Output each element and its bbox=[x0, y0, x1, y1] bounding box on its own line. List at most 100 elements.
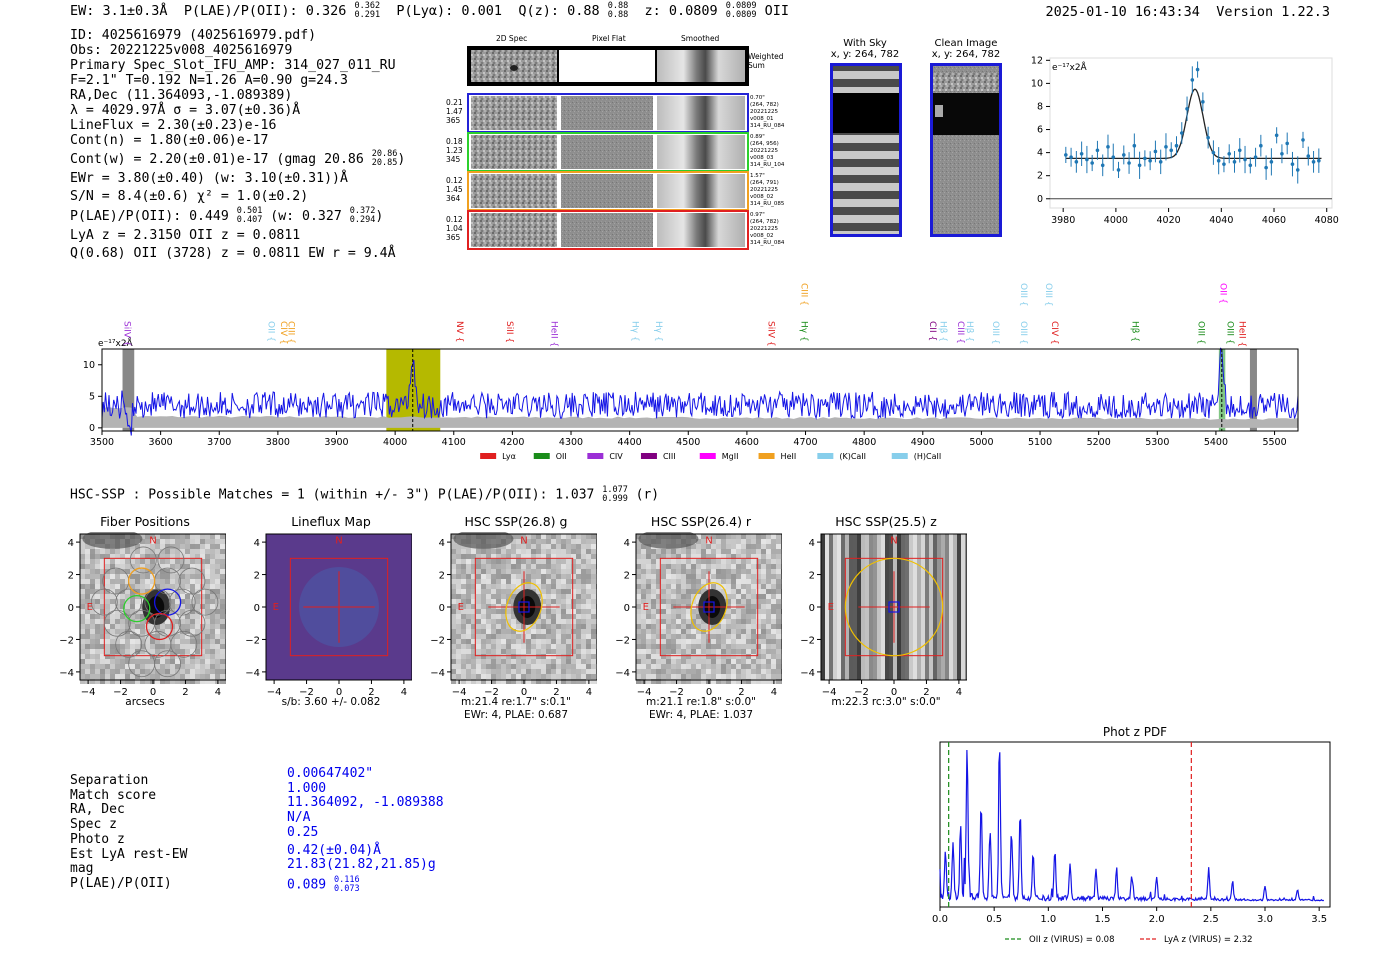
match-label: Photo z bbox=[70, 831, 125, 847]
zoom-point bbox=[1216, 158, 1221, 163]
spectrum-x-tick: 4900 bbox=[911, 437, 935, 448]
info-cont-w: Cont(w) = 2.20(±0.01)e-17 (gmag 20.86 20… bbox=[70, 149, 406, 168]
zoom-point bbox=[1190, 78, 1195, 82]
fiber-smoothed bbox=[657, 96, 745, 130]
match-value: 11.364092, -1.089388 bbox=[287, 795, 444, 811]
zoom-point bbox=[1211, 150, 1216, 155]
aperture-box bbox=[289, 557, 389, 657]
cutout-x-tick: −2 bbox=[484, 687, 499, 698]
zoom-x-tick: 4060 bbox=[1262, 215, 1286, 226]
cutout-y-tick: 4 bbox=[68, 538, 74, 549]
zoom-point bbox=[1311, 160, 1316, 164]
zoom-point bbox=[1201, 100, 1205, 104]
legend-label: (K)CaII bbox=[839, 452, 866, 461]
fiber-row-left-label: 0.12 1.04 365 bbox=[446, 215, 463, 242]
with-sky-image bbox=[830, 63, 902, 237]
cutout-x-tick: 2 bbox=[368, 687, 374, 698]
aperture-box bbox=[659, 557, 759, 657]
emission-line-label: OIII { bbox=[1018, 321, 1028, 345]
fiber-circle bbox=[90, 588, 118, 616]
zoom-point bbox=[1095, 148, 1100, 153]
zoom-ylabel: e⁻¹⁷x2Å bbox=[1052, 61, 1088, 73]
emission-line-label: CIII { bbox=[798, 283, 808, 306]
fiber-spectra-panel: 2D Spec Pixel Flat Smoothed bbox=[444, 34, 804, 256]
info-radec: RA,Dec (11.364093,-1.089389) bbox=[70, 88, 293, 103]
fiber-circle bbox=[103, 609, 131, 637]
north-label: N bbox=[149, 536, 156, 547]
cutout-y-tick: −4 bbox=[430, 668, 445, 679]
legend-label: OII bbox=[556, 452, 567, 461]
emission-line-label: NV { bbox=[454, 321, 464, 342]
fiber-row-right-label: 1.57" (264, 791) 20221225 v008_02 314_RU_085 bbox=[750, 173, 785, 207]
spectrum-x-tick: 5500 bbox=[1262, 437, 1286, 448]
zoom-point bbox=[1185, 106, 1189, 111]
zoom-point bbox=[1259, 143, 1263, 148]
header-ew: EW: 3.1±0.3Å bbox=[70, 3, 168, 19]
cutout-title: HSC SSP(26.4) r bbox=[650, 514, 752, 529]
photz-legend-label: LyA z (VIRUS) = 2.32 bbox=[1164, 935, 1253, 945]
spectrum-x-tick: 3600 bbox=[149, 437, 173, 448]
zoom-point bbox=[1158, 160, 1163, 164]
match-label: Match score bbox=[70, 787, 157, 803]
cutout-title: Lineflux Map bbox=[291, 514, 371, 529]
header-timestamp-version: 2025-01-10 16:43:34 Version 1.22.3 bbox=[1045, 4, 1331, 20]
cutout-x-tick: −4 bbox=[267, 687, 282, 698]
east-label: E bbox=[458, 602, 464, 613]
zoom-point bbox=[1132, 143, 1137, 148]
photz-legend-label: OII z (VIRUS) = 0.08 bbox=[1029, 935, 1115, 945]
col-2d-spec: 2D Spec bbox=[496, 34, 528, 43]
match-labels: Separation Match score RA, Dec Spec z Ph… bbox=[70, 773, 187, 892]
cutout-y-tick: 0 bbox=[68, 603, 74, 614]
cutout-x-tick: 4 bbox=[215, 687, 221, 698]
photz-x-tick: 1.0 bbox=[1040, 914, 1056, 925]
zoom-point bbox=[1064, 153, 1068, 157]
cutout-image: N E −4 −4 −2 −2 0 0 2 2 4 4 bbox=[615, 532, 782, 698]
cutout-y-tick: 2 bbox=[254, 571, 260, 582]
fiber-row-left-label: 0.12 1.45 364 bbox=[446, 176, 463, 203]
cutout-x-tick: −2 bbox=[113, 687, 128, 698]
emission-line-label: Hβ { bbox=[1130, 321, 1140, 342]
masked-band bbox=[1249, 349, 1257, 431]
cutout-y-tick: 2 bbox=[809, 571, 815, 582]
info-id: ID: 4025616979 (4025616979.pdf) bbox=[70, 28, 317, 43]
emission-line-label: Hγ { bbox=[653, 321, 663, 342]
legend-swatch bbox=[817, 453, 834, 459]
east-label: E bbox=[87, 602, 93, 613]
zoom-point bbox=[1237, 148, 1242, 153]
fiber-row-left-label: 0.18 1.23 345 bbox=[446, 137, 463, 164]
zoom-point bbox=[1301, 138, 1305, 142]
header-summary: EW: 3.1±0.3Å P(LAE)/P(OII): 0.326 0.362 0… bbox=[70, 1, 790, 20]
fiber-circle bbox=[115, 588, 143, 616]
col-smoothed: Smoothed bbox=[681, 34, 720, 43]
fiber-pixel-flat bbox=[561, 135, 653, 169]
zoom-point bbox=[1306, 154, 1311, 158]
legend-label: HeII bbox=[781, 452, 797, 461]
cutout-y-tick: 4 bbox=[624, 538, 630, 549]
zoom-point bbox=[1317, 158, 1321, 163]
spectrum-x-tick: 3700 bbox=[207, 437, 231, 448]
zoom-y-tick: 0 bbox=[1037, 194, 1043, 205]
cutout-y-tick: −2 bbox=[800, 635, 815, 646]
fiber-circle bbox=[170, 630, 198, 658]
emission-line-label: OIII { bbox=[990, 321, 1000, 345]
spectrum-line bbox=[101, 347, 1299, 436]
legend-swatch bbox=[640, 453, 657, 459]
cutout-image: N E −4 −4 −2 −2 0 0 2 2 4 4 bbox=[430, 532, 597, 698]
emission-line-label: OII { bbox=[266, 321, 276, 342]
fiber-circle bbox=[178, 609, 206, 637]
zoom-point bbox=[1227, 151, 1232, 156]
cutout-caption: arcsecs bbox=[125, 696, 165, 708]
zoom-point bbox=[1274, 133, 1279, 138]
photz-pdf-chart: Phot z PDF 0.0 0.5 1.0 1.5 2.0 2.5 3.0 3.5 OII z … bbox=[932, 725, 1331, 945]
zoom-point bbox=[1248, 163, 1253, 168]
spectrum-y-tick: 5 bbox=[89, 391, 95, 402]
cutout-y-tick: −4 bbox=[59, 668, 74, 679]
zoom-point bbox=[1164, 145, 1168, 149]
zoom-point bbox=[1232, 160, 1237, 164]
zoom-point bbox=[1079, 151, 1084, 156]
info-obs: Obs: 20221225v008_4025616979 bbox=[70, 43, 293, 58]
spectrum-x-tick: 5400 bbox=[1204, 437, 1228, 448]
fiber-circle bbox=[191, 588, 219, 616]
emission-line-label: OIII { bbox=[1225, 321, 1235, 345]
fiber-pixel-flat bbox=[561, 174, 653, 208]
